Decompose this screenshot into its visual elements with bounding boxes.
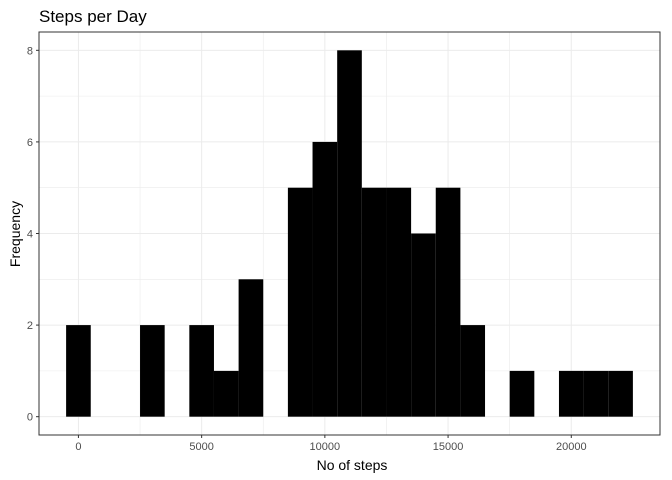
y-tick-label: 2 — [27, 320, 33, 332]
x-tick-label: 0 — [75, 441, 81, 453]
x-axis-ticks: 0 5000 10000 15000 20000 — [75, 435, 587, 453]
histogram-bar — [140, 325, 165, 417]
x-axis-title: No of steps — [317, 457, 388, 473]
histogram-bar — [558, 370, 584, 417]
histogram-bar — [66, 325, 91, 417]
histogram-bar — [509, 370, 535, 417]
histogram-bar — [189, 325, 214, 417]
histogram-bar — [287, 187, 313, 417]
y-tick-label: 4 — [27, 229, 33, 241]
histogram-bar — [608, 370, 633, 417]
x-tick-label: 20000 — [556, 441, 587, 453]
y-tick-label: 0 — [27, 412, 33, 424]
histogram-bar — [361, 187, 387, 417]
y-tick-label: 6 — [27, 137, 33, 149]
histogram-bar — [583, 370, 609, 417]
histogram-bar — [238, 279, 264, 417]
y-axis-title: Frequency — [7, 201, 23, 267]
histogram-bar — [337, 50, 362, 417]
histogram-bar — [386, 187, 412, 417]
x-tick-label: 15000 — [433, 441, 464, 453]
histogram-bars — [66, 50, 633, 417]
x-tick-label: 5000 — [189, 441, 213, 453]
y-axis-ticks: 0 2 4 6 8 — [27, 45, 39, 424]
y-tick-label: 8 — [27, 45, 33, 57]
chart-title: Steps per Day — [39, 7, 147, 26]
histogram-bar — [460, 325, 486, 417]
histogram-bar — [312, 141, 338, 417]
histogram-bar — [213, 370, 239, 417]
x-tick-label: 10000 — [310, 441, 341, 453]
histogram-bar — [411, 233, 436, 417]
histogram-bar — [435, 187, 461, 417]
